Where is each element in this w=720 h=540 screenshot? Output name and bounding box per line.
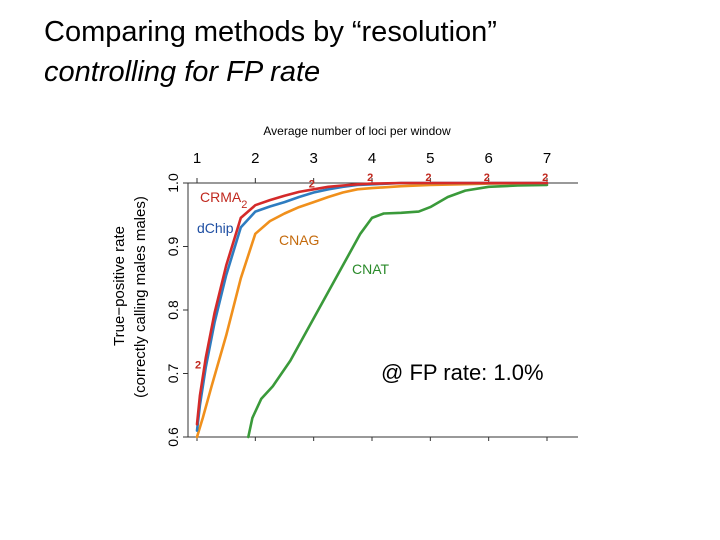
series-line-cnat [247,183,549,439]
series-marker: 2 [195,359,201,371]
y-axis-label-sub: (correctly calling males males) [132,196,149,398]
series-label-dchip: dChip [197,220,234,236]
series-label-main: CNAT [352,261,390,277]
series-label-subscript: 2 [241,199,247,211]
x-tick-label: 3 [309,150,317,167]
series-label-main: dChip [197,220,234,236]
series-marker: 2 [484,172,490,184]
series-label-main: CRMA [200,189,242,205]
series-marker: 2 [542,172,548,184]
y-tick-label: 0.8 [165,300,181,320]
series-label-cnag: CNAG [279,232,319,248]
y-tick-label: 0.7 [165,364,181,384]
x-tick-label: 5 [426,150,434,167]
y-tick-label: 0.6 [165,427,181,447]
series-line-crma2 [195,181,549,426]
x-tick-label: 6 [484,150,492,167]
y-tick-label: 1.0 [165,173,181,193]
x-tick-label: 4 [368,150,376,167]
series-marker: 2 [425,172,431,184]
x-tick-label: 2 [251,150,259,167]
top-axis-label: Average number of loci per window [263,124,451,138]
series-line-cnag [195,181,549,439]
series-label-main: CNAG [279,232,319,248]
x-tick-label: 1 [193,150,201,167]
x-tick-label: 7 [543,150,551,167]
series-line-dchip [195,181,549,432]
slide-subtitle: controlling for FP rate [44,56,321,88]
series-marker: 2 [309,178,315,190]
slide-title: Comparing methods by “resolution” [44,16,497,48]
series-label-cnat: CNAT [352,261,390,277]
series-label-crma2: CRMA2 [200,189,247,211]
series-marker: 2 [367,172,373,184]
y-axis-label: True−positive rate [111,226,128,346]
y-tick-label: 0.9 [165,237,181,257]
fp-rate-annotation: @ FP rate: 1.0% [381,360,544,385]
